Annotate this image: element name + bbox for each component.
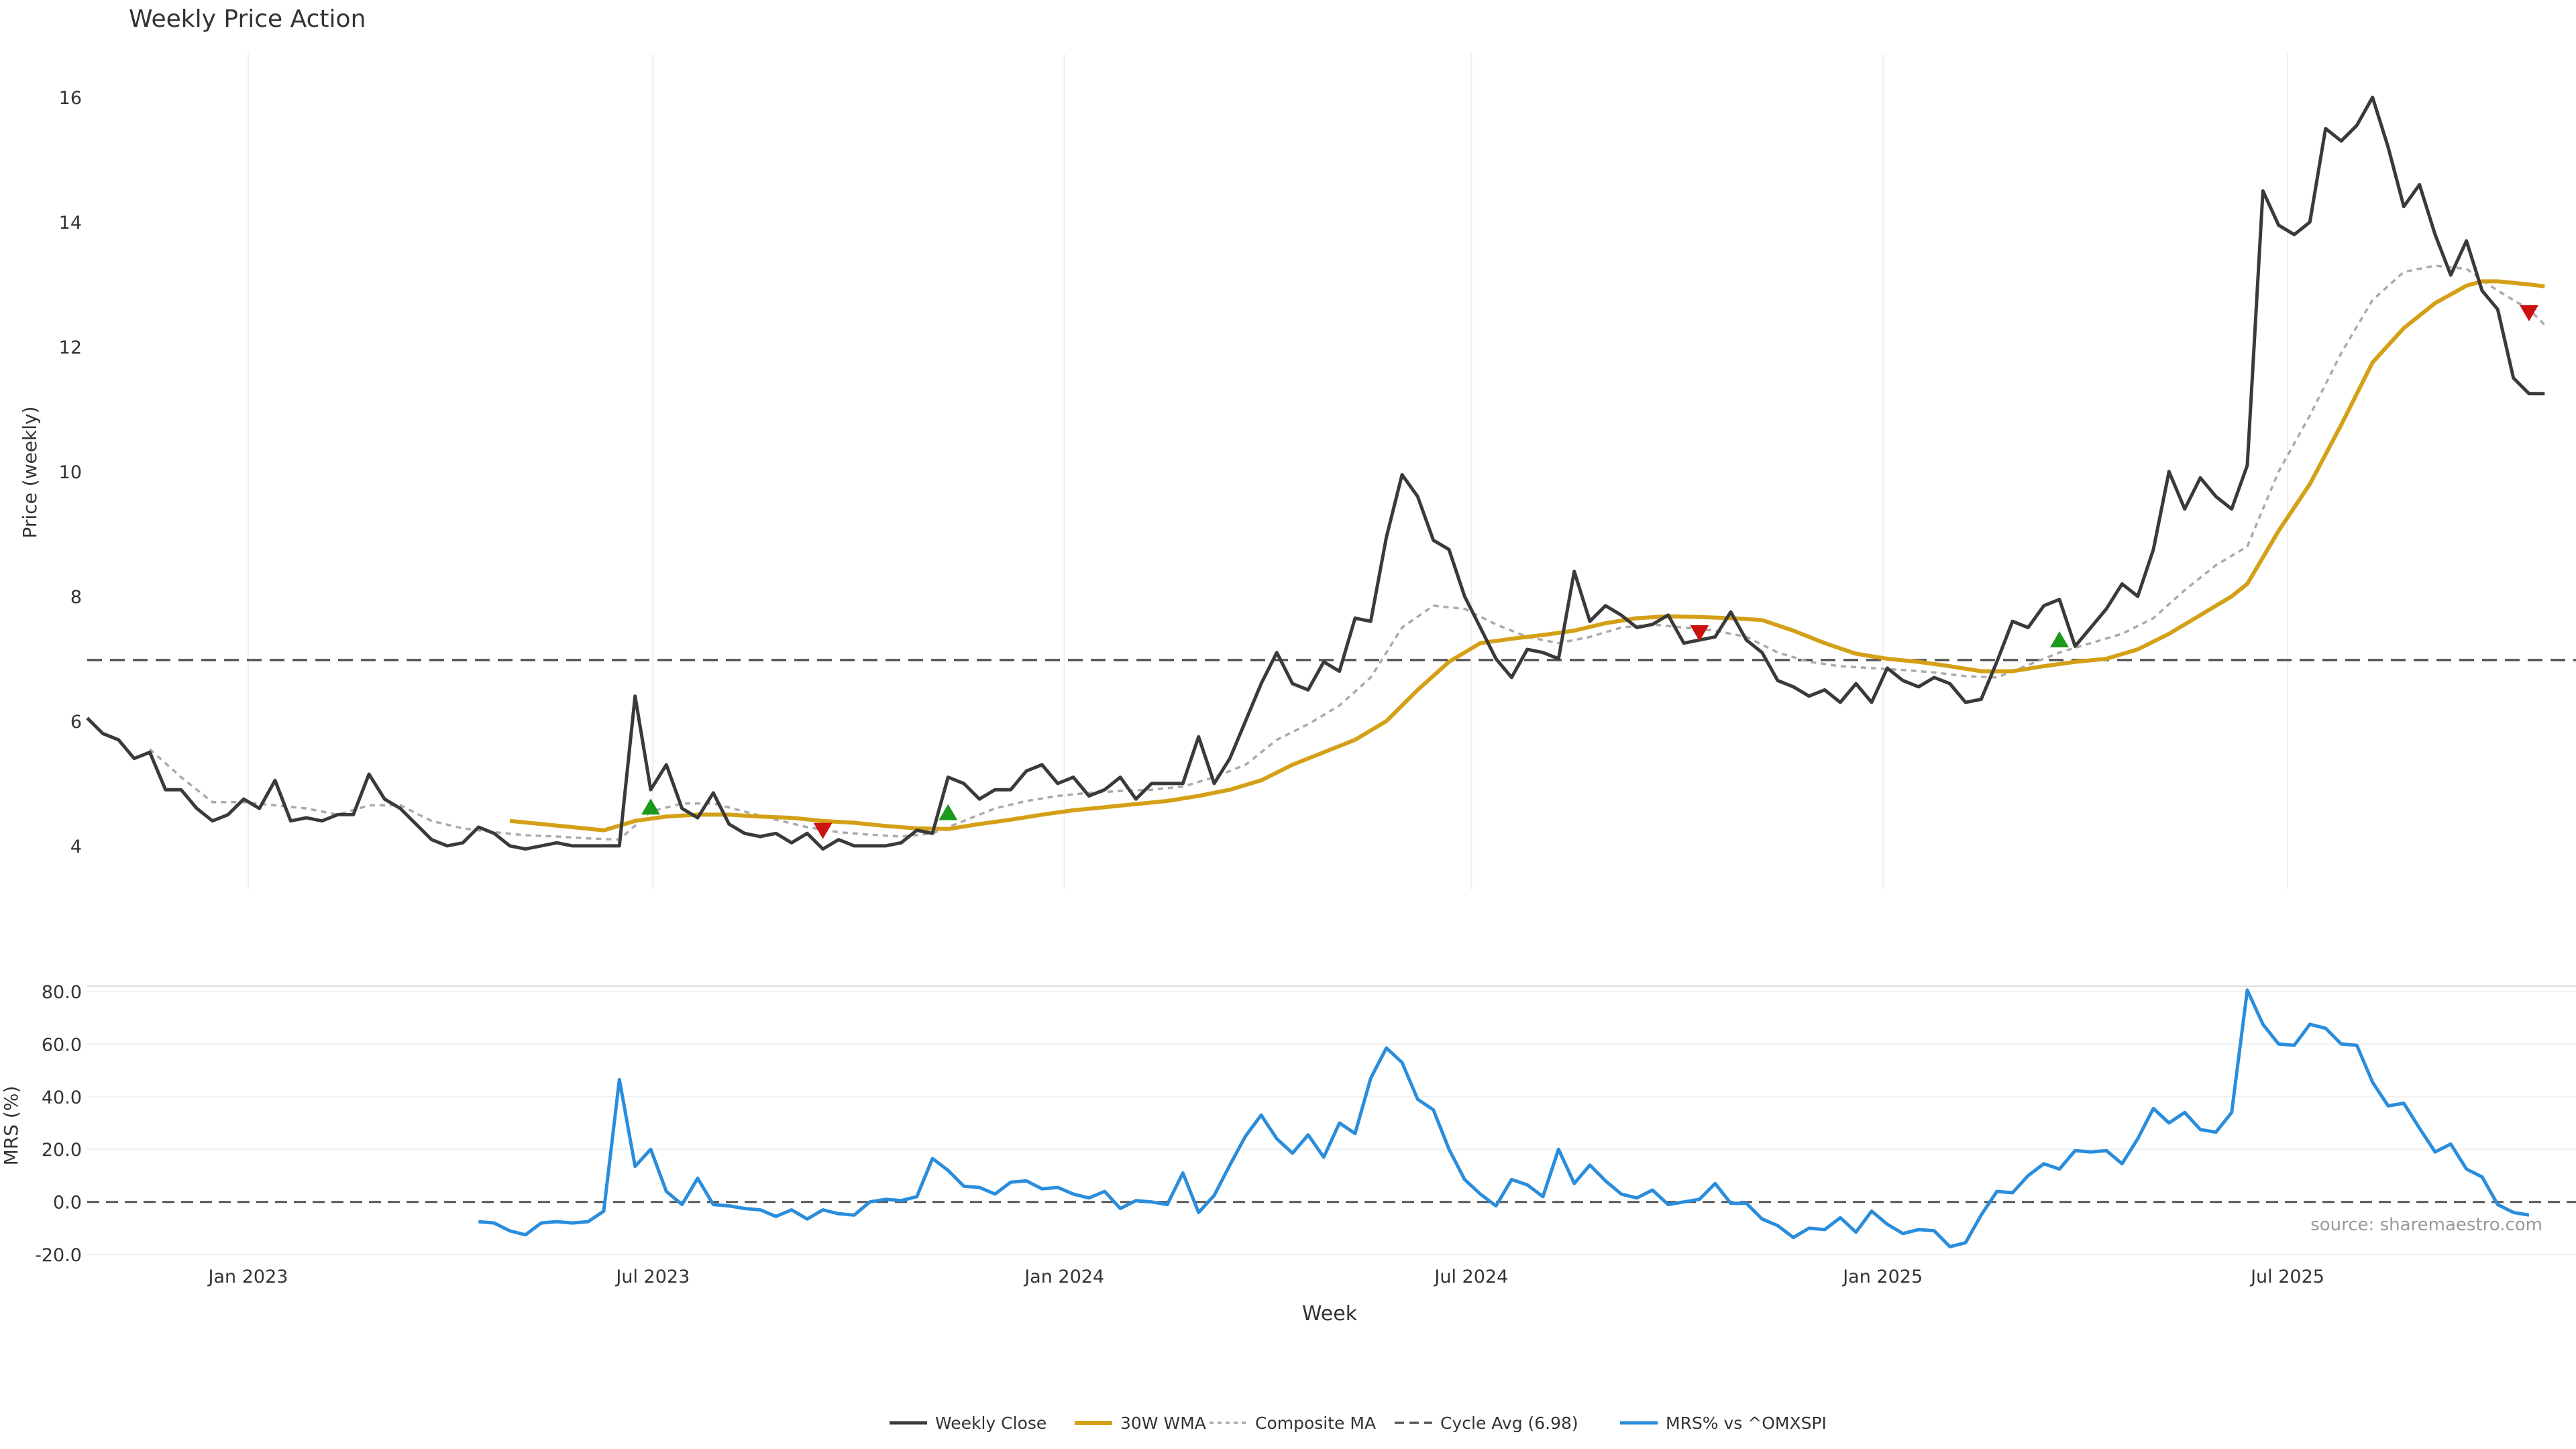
wma-30w-line [509, 279, 2545, 833]
legend: Weekly Close 30W WMA Composite MA Cycle Avg… [890, 1413, 1827, 1433]
price-y-tick-label: 8 [70, 587, 82, 608]
price-y-tick-label: 6 [70, 712, 82, 733]
price-y-tick-label: 10 [59, 462, 82, 483]
legend-label: 30W WMA [1120, 1413, 1206, 1433]
source-attribution: source: sharemaestro.com [2310, 1215, 2542, 1235]
price-y-tick-label: 12 [59, 337, 82, 358]
legend-label: Weekly Close [935, 1413, 1046, 1433]
mrs-panel: 80.0 60.0 40.0 20.0 0.0 -20.0 [35, 982, 2576, 1266]
x-tick-label: Jul 2024 [1433, 1267, 1508, 1287]
buy-signal-marker [938, 804, 958, 820]
price-panel: 4 6 8 10 12 14 16 [59, 54, 2576, 890]
mrs-y-tick-label: 80.0 [42, 982, 82, 1003]
chart-title: Weekly Price Action [129, 5, 366, 33]
x-tick-label: Jul 2023 [614, 1267, 690, 1287]
x-tick-label: Jan 2023 [207, 1267, 288, 1287]
buy-signal-marker [2050, 631, 2069, 648]
price-y-axis-label: Price (weekly) [19, 407, 41, 539]
x-tick-label: Jan 2025 [1841, 1267, 1923, 1287]
sell-signal-marker [813, 822, 833, 839]
composite-ma-line [149, 264, 2546, 841]
legend-label: Cycle Avg (6.98) [1440, 1413, 1578, 1433]
buy-signal-marker [641, 798, 660, 815]
sell-signal-marker [1690, 625, 1709, 641]
mrs-line [478, 988, 2530, 1248]
mrs-y-tick-label: 40.0 [42, 1087, 82, 1108]
mrs-y-axis-label: MRS (%) [0, 1086, 22, 1166]
price-y-tick-label: 14 [59, 213, 82, 233]
mrs-y-tick-label: 60.0 [42, 1034, 82, 1055]
mrs-y-tick-label: 20.0 [42, 1140, 82, 1161]
mrs-y-tick-label: 0.0 [53, 1193, 82, 1214]
price-y-tick-label: 16 [59, 88, 82, 109]
price-y-tick-label: 4 [70, 837, 82, 857]
weekly-close-line [86, 95, 2545, 851]
x-axis: Jan 2023 Jul 2023 Jan 2024 Jul 2024 Jan 2025… [207, 1267, 2324, 1287]
legend-label: MRS% vs ^OMXSPI [1666, 1413, 1827, 1433]
x-axis-label: Week [1302, 1302, 1358, 1326]
sell-signal-marker [2520, 305, 2538, 321]
mrs-y-tick-label: -20.0 [35, 1245, 82, 1266]
legend-label: Composite MA [1255, 1413, 1376, 1433]
x-tick-label: Jul 2025 [2249, 1267, 2324, 1287]
x-tick-label: Jan 2024 [1023, 1267, 1104, 1287]
